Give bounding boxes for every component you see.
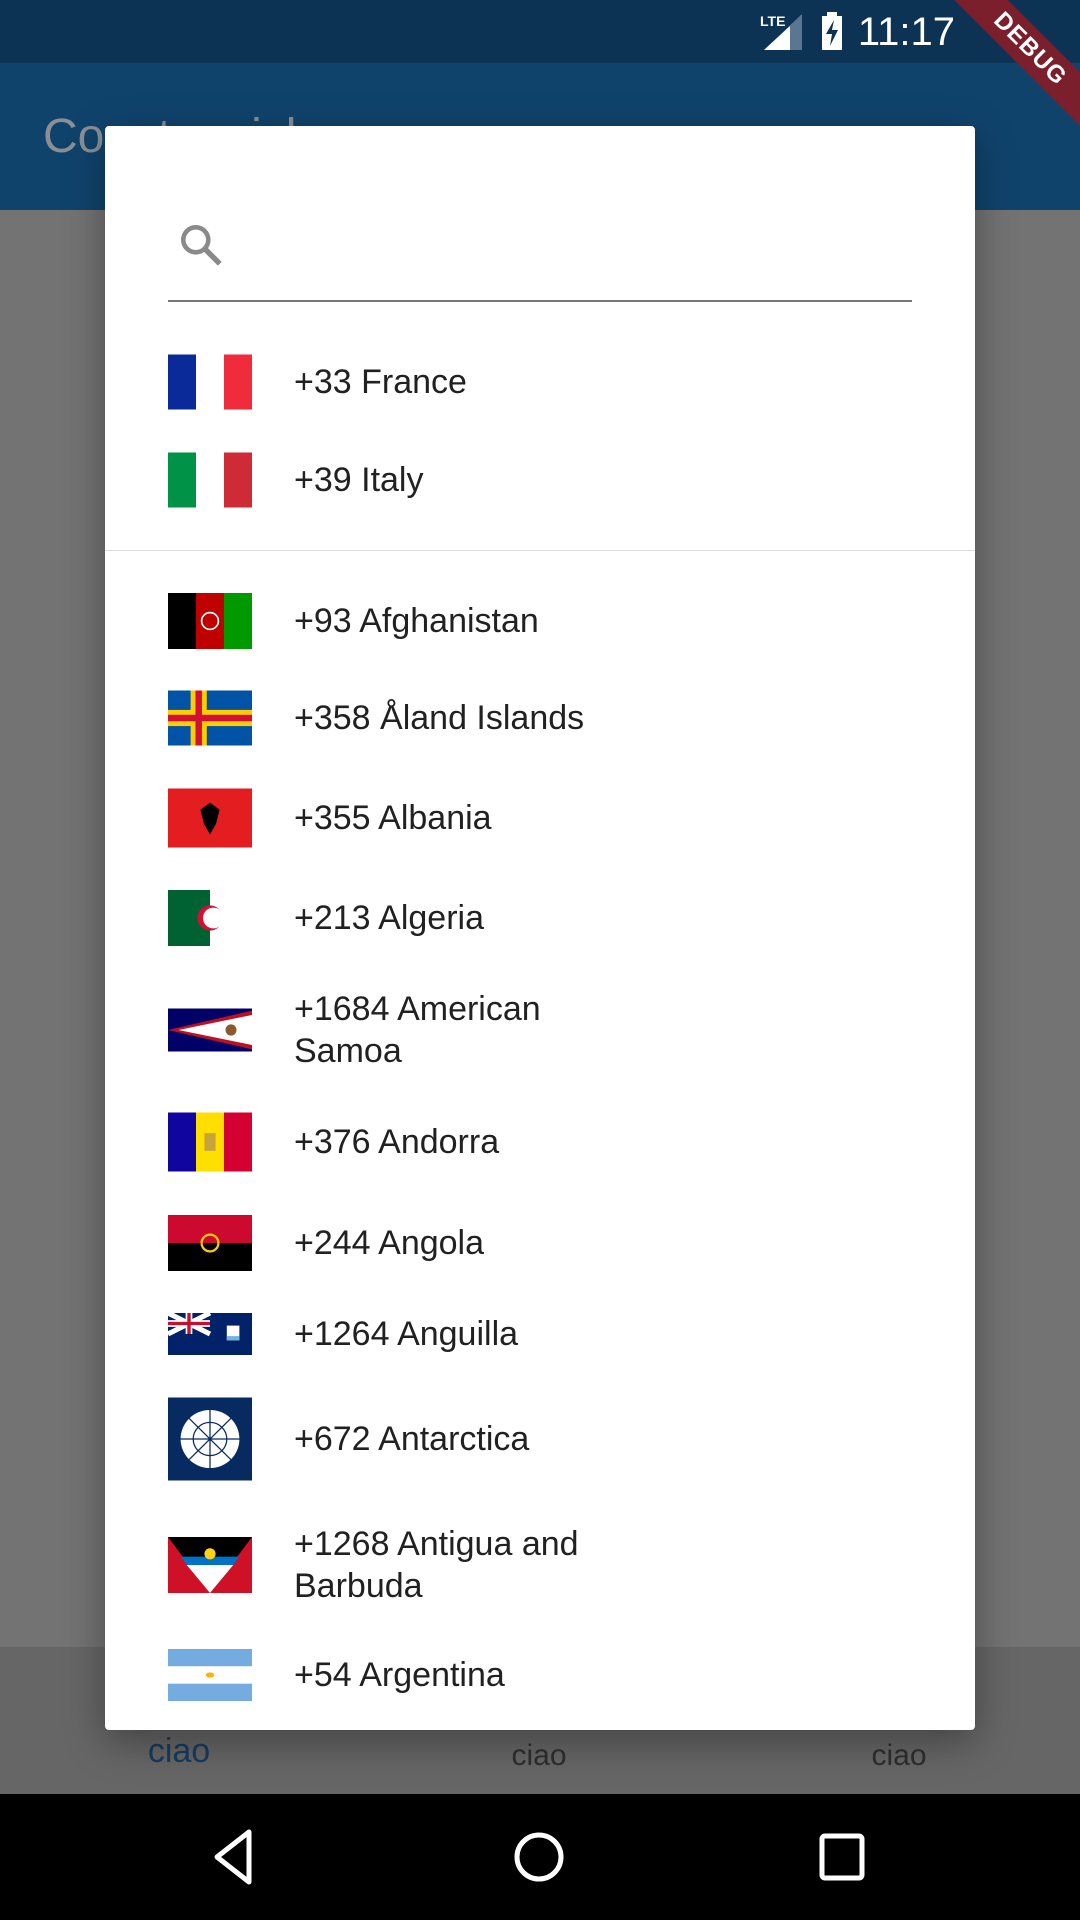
flag-american-samoa-icon	[168, 1008, 252, 1052]
country-label: +376 Andorra	[294, 1123, 500, 1161]
search-icon	[181, 225, 222, 266]
country-label: +39 Italy	[294, 461, 424, 499]
country-label: +244 Angola	[294, 1224, 485, 1262]
search-field[interactable]	[168, 176, 912, 302]
flag-albania-icon	[168, 788, 252, 848]
flag-anguilla-icon	[168, 1313, 252, 1355]
tab-3[interactable]: ciao	[871, 1739, 927, 1772]
back-icon[interactable]	[203, 1824, 269, 1890]
tab-1[interactable]: ciao	[147, 1732, 211, 1770]
flag-aland-icon	[168, 690, 252, 746]
flag-algeria-icon	[168, 890, 252, 946]
flag-antigua-icon	[168, 1537, 252, 1593]
svg-text:LTE: LTE	[760, 13, 785, 29]
country-label: +355 Albania	[294, 799, 492, 837]
flag-argentina-icon	[168, 1649, 252, 1701]
tab-2[interactable]: ciao	[511, 1739, 567, 1772]
country-label: +33 France	[294, 363, 467, 401]
recents-icon[interactable]	[809, 1824, 875, 1890]
flag-france-icon	[168, 354, 252, 410]
favorites-divider	[105, 550, 975, 551]
country-label: +93 Afghanistan	[294, 602, 539, 640]
country-label: +1264 Anguilla	[294, 1315, 519, 1353]
status-bar: LTE 11:17	[0, 0, 1080, 63]
navigation-bar	[0, 1794, 1080, 1920]
country-label: +1268 Antigua and Barbuda	[294, 1525, 579, 1605]
search-input[interactable]	[248, 226, 892, 288]
home-icon[interactable]	[506, 1824, 572, 1890]
country-picker-dialog: +33 France +39 Italy +93 Afghanistan +35…	[105, 126, 975, 1730]
country-label: +672 Antarctica	[294, 1420, 530, 1458]
country-label: +54 Argentina	[294, 1656, 505, 1694]
flag-angola-icon	[168, 1215, 252, 1271]
country-label: +213 Algeria	[294, 899, 484, 937]
lte-signal-icon: LTE	[760, 13, 802, 50]
flag-italy-icon	[168, 452, 252, 508]
flag-afghanistan-icon	[168, 593, 252, 649]
country-label: +1684 American Samoa	[294, 990, 541, 1070]
country-label: +358 Åland Islands	[294, 699, 585, 737]
battery-charging-icon	[822, 12, 842, 50]
flag-andorra-icon	[168, 1112, 252, 1172]
status-time: 11:17	[857, 10, 955, 54]
flag-antarctica-icon	[168, 1397, 252, 1481]
